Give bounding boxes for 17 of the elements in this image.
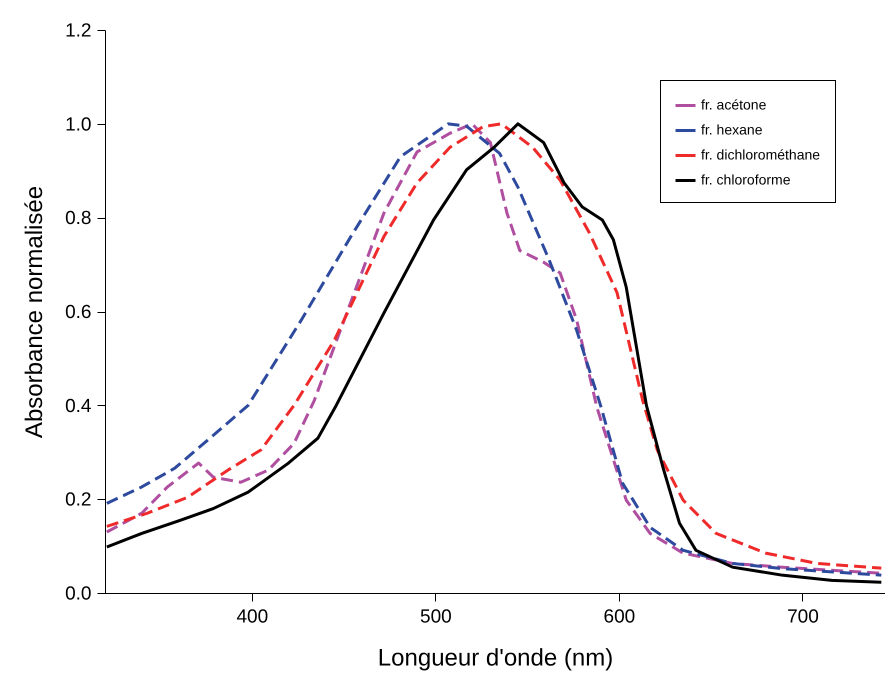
x-axis-title: Longueur d'onde (nm) bbox=[378, 644, 614, 672]
y-tick-label: 0.8 bbox=[65, 208, 92, 230]
legend-label: fr. hexane bbox=[701, 122, 763, 138]
x-tick-label: 400 bbox=[236, 606, 268, 628]
y-tick-label: 1.2 bbox=[65, 20, 92, 42]
legend-label: fr. acétone bbox=[701, 96, 767, 112]
y-tick-label: 0.2 bbox=[65, 490, 92, 511]
y-tick-label: 0.4 bbox=[65, 396, 92, 417]
y-tick-label: 0.0 bbox=[65, 584, 92, 604]
y-axis-title: Absorbance normalisée bbox=[21, 186, 48, 438]
y-tick-label: 1.0 bbox=[65, 114, 92, 136]
x-tick-label: 600 bbox=[604, 606, 636, 628]
x-tick-label: 700 bbox=[787, 606, 819, 628]
legend-label: fr. dichlorométhane bbox=[701, 146, 820, 162]
legend-label: fr. chloroforme bbox=[701, 172, 791, 188]
y-tick-label: 0.6 bbox=[65, 302, 92, 323]
x-tick-label: 500 bbox=[420, 606, 452, 628]
